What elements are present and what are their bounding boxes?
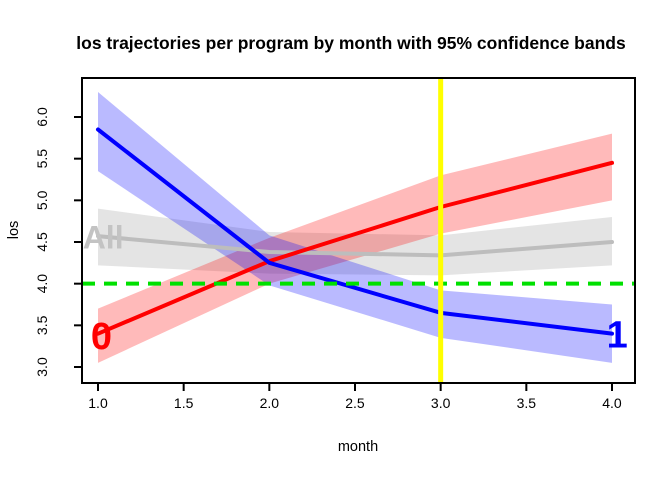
- y-tick-label: 3.5: [34, 315, 50, 335]
- annotations-layer: 0 1 All: [83, 220, 628, 358]
- x-tick-label: 1.5: [174, 395, 194, 411]
- x-axis-label: month: [338, 439, 378, 455]
- x-tick-label: 3.0: [431, 395, 451, 411]
- trajectory-line-1: [96, 127, 614, 336]
- y-tick-label: 5.5: [34, 149, 50, 169]
- y-tick-label: 4.0: [34, 274, 50, 294]
- x-tick-label: 2.0: [260, 395, 280, 411]
- x-tick-label: 1.0: [88, 395, 108, 411]
- y-tick-label: 4.5: [34, 232, 50, 252]
- x-tick-label: 4.0: [602, 395, 622, 411]
- confidence-band-0: [98, 133, 612, 363]
- confidence-bands-layer: [98, 92, 612, 363]
- axes-layer: 1.0 1.5 2.0 2.5 3.0 3.5 4.0 3.0 3.5 4.0 4.5 5.0 5.5 6…: [34, 107, 622, 411]
- x-tick-label: 3.5: [517, 395, 537, 411]
- trajectory-line-All: [96, 234, 614, 258]
- group-label-1: 1: [607, 314, 628, 356]
- y-tick-label: 3.0: [34, 357, 50, 377]
- y-tick-label: 5.0: [34, 190, 50, 210]
- group-label-All: All: [83, 220, 124, 256]
- chart-title: los trajectories per program by month wi…: [76, 33, 626, 53]
- y-axis-label: los: [6, 221, 22, 240]
- trajectory-line-0: [96, 160, 614, 336]
- reference-lines-layer: [82, 78, 635, 383]
- confidence-band-1: [98, 92, 612, 363]
- group-label-0: 0: [91, 316, 112, 358]
- y-tick-label: 6.0: [34, 107, 50, 127]
- trajectory-lines-layer: [96, 127, 614, 336]
- confidence-band-All: [98, 208, 612, 276]
- x-tick-label: 2.5: [345, 395, 365, 411]
- plot-border: [81, 77, 636, 384]
